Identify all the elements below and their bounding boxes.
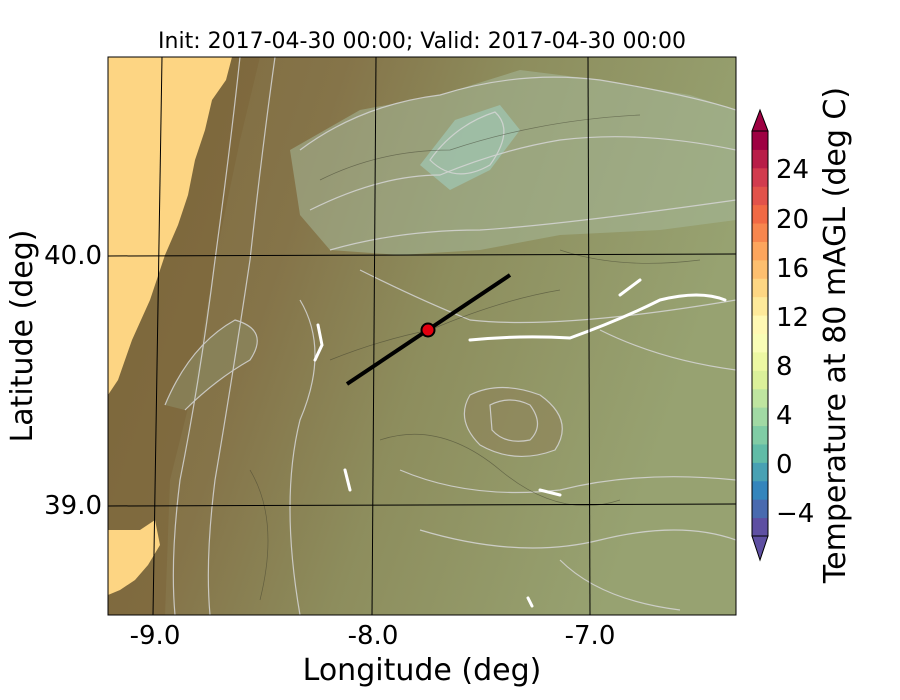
map-panel: [108, 57, 736, 615]
colorbar-tick-label: 12: [776, 303, 809, 333]
colorbar-bands: [752, 131, 768, 537]
colorbar-bottom-extension: [751, 535, 769, 562]
y-axis-label: Latitude (deg): [5, 230, 40, 443]
colorbar-band: [752, 333, 768, 353]
colorbar-tick-label: 24: [776, 155, 809, 185]
map-title: Init: 2017-04-30 00:00; Valid: 2017-04-3…: [158, 29, 686, 54]
colorbar-band: [752, 186, 768, 206]
colorbar-band: [752, 407, 768, 427]
southeast-hill: [464, 387, 563, 457]
colorbar-band: [752, 278, 768, 298]
y-tick-label: 40.0: [44, 241, 102, 271]
river-features: [313, 278, 727, 608]
colorbar-band: [752, 480, 768, 500]
colorbar-tick-label: 16: [776, 254, 809, 284]
x-tick-label: -7.0: [565, 621, 616, 651]
colorbar-tick-label: 20: [776, 205, 809, 235]
colorbar-band: [752, 131, 768, 150]
colorbar-band: [752, 149, 768, 169]
y-tick-label: 39.0: [44, 491, 102, 521]
colorbar-tick-label: 0: [776, 450, 793, 480]
x-tick-label: -9.0: [130, 621, 181, 651]
ocean-area-south: [108, 520, 160, 595]
site-marker: [420, 322, 436, 338]
colorbar-frame: [751, 130, 769, 537]
x-tick-label: -8.0: [348, 621, 399, 651]
colorbar-ticks: 24 20 16 12 8 4 0 −4: [776, 155, 814, 529]
highland-peak: [420, 105, 520, 190]
x-axis-label: Longitude (deg): [303, 653, 542, 688]
colorbar-band: [752, 167, 768, 187]
x-axis: -9.0 -8.0 -7.0 Longitude (deg): [130, 621, 616, 688]
colorbar: 24 20 16 12 8 4 0 −4 Temperature at 80 m…: [751, 87, 853, 584]
y-axis: 40.0 39.0 Latitude (deg): [5, 230, 102, 521]
colorbar-tick-label: 8: [776, 352, 793, 382]
colorbar-band: [752, 388, 768, 408]
colorbar-band: [752, 499, 768, 519]
colorbar-band: [752, 462, 768, 482]
graticule: [108, 57, 736, 615]
colorbar-band: [752, 223, 768, 242]
colorbar-band: [752, 351, 768, 371]
colorbar-band: [752, 443, 768, 463]
colorbar-tick-label: −4: [776, 499, 814, 529]
west-ridge: [165, 320, 258, 410]
colorbar-band: [752, 370, 768, 390]
colorbar-tick-label: 4: [776, 401, 793, 431]
colorbar-band: [752, 296, 768, 316]
contour-lines: [164, 57, 736, 615]
colorbar-band: [752, 425, 768, 445]
colorbar-band: [752, 517, 768, 537]
ocean-area: [108, 57, 232, 395]
colorbar-band: [752, 259, 768, 279]
colorbar-label: Temperature at 80 mAGL (deg C): [818, 87, 853, 584]
map-frame: [107, 56, 737, 616]
colorbar-band: [752, 315, 768, 334]
colorbar-band: [752, 241, 768, 261]
colorbar-top-extension: [751, 108, 769, 132]
colorbar-band: [752, 204, 768, 224]
